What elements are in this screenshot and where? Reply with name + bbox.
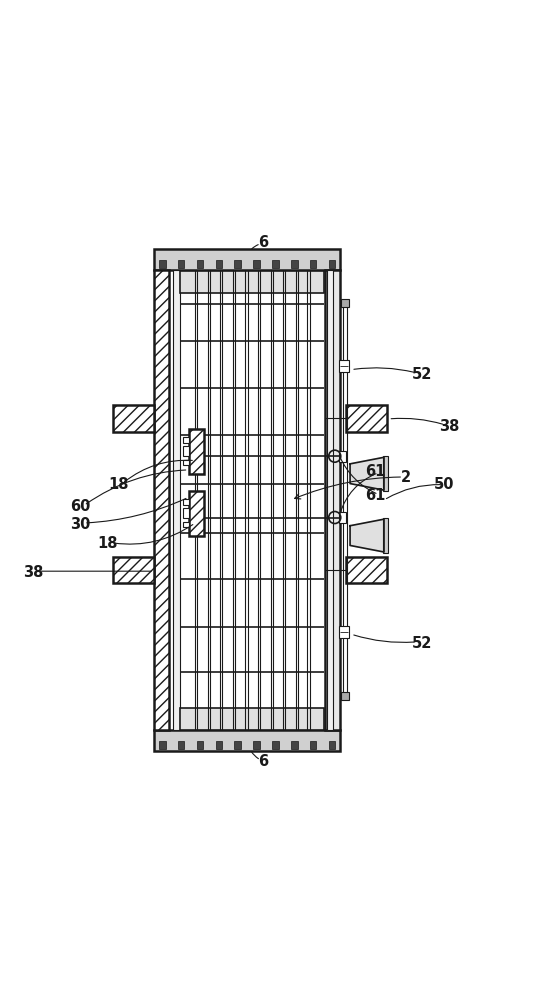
Bar — [178, 260, 184, 268]
Bar — [183, 446, 188, 456]
Bar — [188, 429, 204, 474]
Bar — [183, 508, 188, 518]
Bar — [113, 405, 154, 432]
Bar — [341, 692, 349, 700]
Bar — [346, 557, 386, 583]
Bar — [339, 626, 349, 638]
Text: 52: 52 — [412, 367, 433, 382]
Text: 50: 50 — [434, 477, 455, 492]
Polygon shape — [350, 457, 384, 490]
Bar — [183, 437, 188, 443]
Bar — [253, 741, 260, 749]
Bar — [113, 557, 154, 583]
Bar — [272, 260, 279, 268]
Bar — [183, 460, 188, 465]
Bar — [197, 260, 203, 268]
Text: 38: 38 — [24, 565, 44, 580]
Bar — [291, 260, 298, 268]
Bar — [272, 741, 279, 749]
Bar — [180, 271, 324, 293]
Bar — [159, 260, 166, 268]
Text: 2: 2 — [401, 470, 411, 485]
Bar — [216, 260, 222, 268]
Bar — [180, 708, 324, 730]
Text: 60: 60 — [70, 499, 90, 514]
Text: 61: 61 — [366, 464, 386, 479]
Bar — [346, 405, 386, 432]
Text: 18: 18 — [108, 477, 128, 492]
Text: 52: 52 — [412, 636, 433, 651]
Bar — [154, 249, 340, 270]
Bar — [154, 730, 340, 751]
Bar — [341, 299, 349, 307]
Bar — [329, 741, 335, 749]
Bar — [197, 741, 203, 749]
Polygon shape — [350, 519, 384, 552]
Bar — [310, 741, 316, 749]
Bar — [339, 512, 346, 523]
Bar — [216, 741, 222, 749]
Bar — [383, 518, 388, 553]
Bar — [154, 270, 169, 730]
Text: 61: 61 — [366, 488, 386, 503]
Bar — [291, 741, 298, 749]
Bar — [325, 270, 340, 730]
Bar — [339, 360, 349, 372]
Text: 30: 30 — [70, 517, 90, 532]
Text: 6: 6 — [259, 235, 268, 250]
Bar — [383, 456, 388, 491]
Text: 18: 18 — [97, 536, 117, 551]
Text: 6: 6 — [259, 754, 268, 769]
Bar — [183, 499, 188, 505]
Bar — [253, 260, 260, 268]
Bar — [234, 741, 241, 749]
Bar — [339, 451, 346, 462]
Text: 38: 38 — [440, 419, 460, 434]
Bar — [188, 491, 204, 536]
Bar — [173, 270, 180, 730]
Bar — [234, 260, 241, 268]
Bar — [159, 741, 166, 749]
Bar — [310, 260, 316, 268]
Bar — [178, 741, 184, 749]
Bar — [329, 260, 335, 268]
Bar — [183, 522, 188, 527]
Bar — [327, 270, 333, 730]
